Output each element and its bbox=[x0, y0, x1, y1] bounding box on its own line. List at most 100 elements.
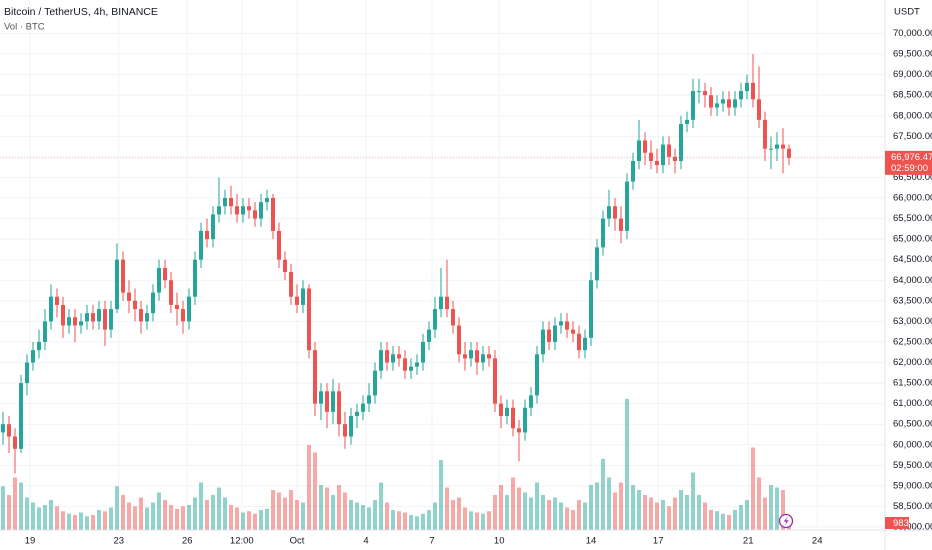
candle-body bbox=[505, 407, 509, 416]
volume-bar bbox=[739, 505, 743, 530]
candle-body bbox=[457, 325, 461, 355]
volume-bar bbox=[331, 495, 335, 530]
volume-bar bbox=[7, 495, 11, 530]
volume-bar bbox=[133, 506, 137, 530]
candle-body bbox=[115, 259, 119, 310]
candle-body bbox=[223, 198, 227, 207]
candle-body bbox=[751, 82, 755, 100]
volume-bar bbox=[697, 495, 701, 530]
candle-body bbox=[109, 309, 113, 330]
volume-bar bbox=[313, 452, 317, 530]
candle-body bbox=[535, 354, 539, 396]
volume-label-box bbox=[885, 517, 909, 529]
volume-bar bbox=[343, 492, 347, 530]
candle-body bbox=[385, 350, 389, 363]
x-tick-label: Oct bbox=[290, 536, 305, 547]
volume-title: Vol · BTC bbox=[4, 22, 45, 33]
candle-body bbox=[37, 341, 41, 351]
volume-bar bbox=[523, 492, 527, 530]
y-tick-label: 63,500.00 bbox=[893, 295, 932, 306]
x-tick-label: 4 bbox=[363, 536, 368, 547]
volume-bar bbox=[421, 513, 425, 530]
volume-bar bbox=[769, 485, 773, 530]
x-tick-label: 10 bbox=[494, 536, 505, 547]
volume-bar bbox=[397, 511, 401, 530]
replay-icon[interactable] bbox=[778, 513, 794, 529]
volume-bar bbox=[469, 511, 473, 530]
candle-body bbox=[733, 99, 737, 108]
volume-bar bbox=[265, 508, 269, 530]
candle-body bbox=[691, 91, 695, 120]
candle-body bbox=[283, 259, 287, 273]
candle-body bbox=[169, 280, 173, 305]
candle-body bbox=[181, 309, 185, 322]
volume-bar bbox=[775, 487, 779, 530]
candle-body bbox=[85, 313, 89, 322]
candle-body bbox=[43, 321, 47, 342]
candle-body bbox=[277, 230, 281, 260]
candle-body bbox=[631, 160, 635, 182]
volume-bar bbox=[655, 502, 659, 530]
candle-body bbox=[547, 329, 551, 342]
y-tick-label: 59,000.00 bbox=[893, 480, 932, 491]
candle-body bbox=[619, 218, 623, 231]
candle-body bbox=[763, 119, 767, 149]
volume-bar bbox=[583, 502, 587, 530]
volume-bar bbox=[1, 486, 5, 530]
volume-bar bbox=[37, 507, 41, 530]
volume-bar bbox=[103, 511, 107, 530]
candle-body bbox=[655, 160, 659, 166]
candle-body bbox=[49, 296, 53, 322]
volume-bar bbox=[589, 485, 593, 530]
candle-body bbox=[553, 325, 557, 342]
candle-body bbox=[247, 206, 251, 211]
volume-bar bbox=[283, 497, 287, 530]
volume-bar bbox=[415, 516, 419, 530]
candle-body bbox=[295, 296, 299, 305]
x-tick-label: 24 bbox=[812, 536, 823, 547]
volume-bar bbox=[649, 497, 653, 530]
volume-bar bbox=[499, 485, 503, 530]
countdown-label: 02:59:00 bbox=[891, 163, 928, 174]
y-tick-label: 69,000.00 bbox=[893, 69, 932, 80]
candle-body bbox=[679, 123, 683, 161]
volume-bar bbox=[637, 490, 641, 530]
candle-body bbox=[577, 333, 581, 351]
volume-bar bbox=[679, 490, 683, 530]
candle-body bbox=[67, 317, 71, 326]
candle-body bbox=[757, 99, 761, 120]
candle-body bbox=[217, 206, 221, 215]
candle-body bbox=[343, 424, 347, 437]
candle-body bbox=[445, 296, 449, 310]
volume-bar bbox=[91, 515, 95, 530]
volume-bar bbox=[247, 511, 251, 530]
grid bbox=[0, 0, 885, 530]
volume-bar bbox=[781, 490, 785, 530]
volume-bar bbox=[169, 505, 173, 530]
candle-body bbox=[139, 309, 143, 322]
volume-bar bbox=[703, 502, 707, 530]
volume-bar bbox=[661, 500, 665, 530]
candle-body bbox=[613, 206, 617, 219]
volume-bar bbox=[223, 497, 227, 530]
candle-body bbox=[421, 341, 425, 363]
y-tick-label: 61,000.00 bbox=[893, 398, 932, 409]
candle-body bbox=[745, 82, 749, 92]
y-tick-label: 65,500.00 bbox=[893, 213, 932, 224]
volume-bar bbox=[31, 502, 35, 530]
candle-body bbox=[493, 358, 497, 404]
candle-body bbox=[79, 321, 83, 326]
volume-bar bbox=[79, 512, 83, 530]
candle-body bbox=[307, 288, 311, 351]
volume-bar bbox=[253, 513, 257, 530]
x-tick-label: 26 bbox=[182, 536, 193, 547]
volume-bar bbox=[175, 508, 179, 530]
volume-bar bbox=[433, 502, 437, 530]
candle-body bbox=[469, 350, 473, 359]
volume-bar bbox=[211, 495, 215, 530]
candle-body bbox=[649, 152, 653, 161]
volume-bar bbox=[619, 482, 623, 530]
candle-body bbox=[193, 259, 197, 297]
y-tick-label: 68,500.00 bbox=[893, 90, 932, 101]
candle-body bbox=[133, 300, 137, 310]
